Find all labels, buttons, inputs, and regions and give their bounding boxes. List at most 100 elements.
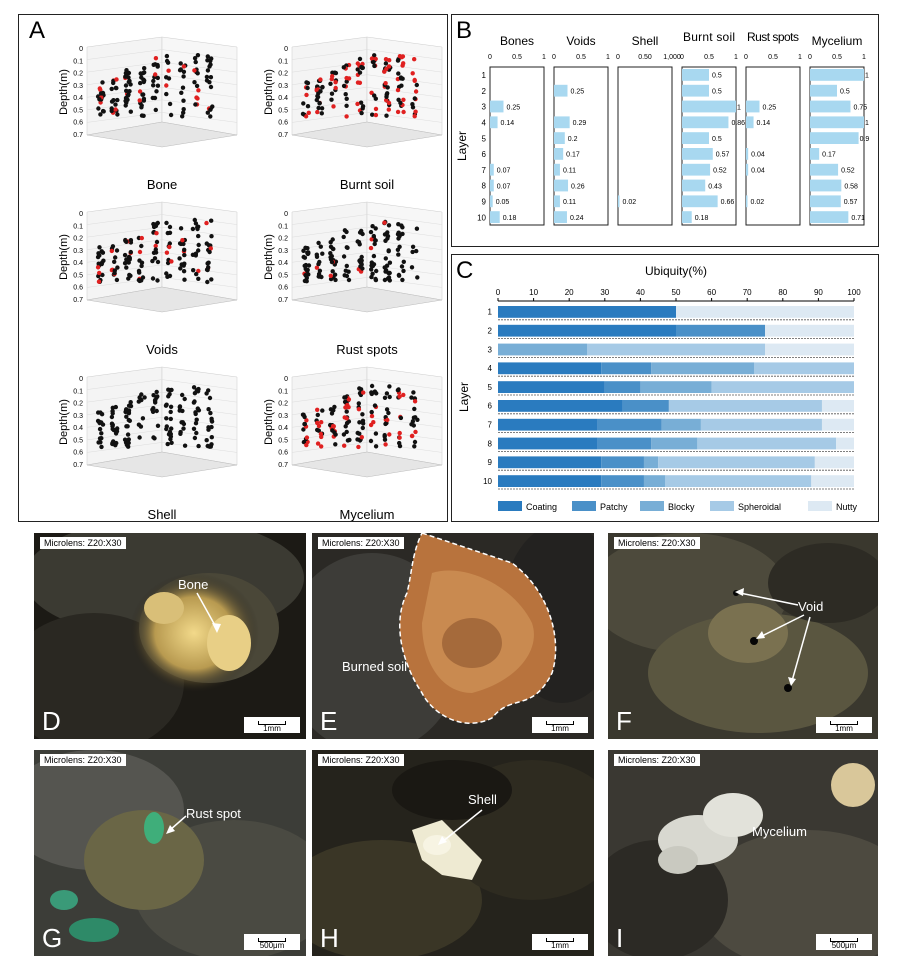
scatter-point <box>196 276 201 281</box>
floor <box>291 451 443 478</box>
scatter-point <box>329 97 334 102</box>
depth-axis-label: Depth(m) <box>58 399 70 445</box>
scatter-point <box>126 79 131 85</box>
scatter-point <box>164 83 169 88</box>
bar <box>682 132 709 144</box>
scatter-point <box>331 408 336 413</box>
scatter-point <box>124 239 129 244</box>
bar <box>810 132 859 144</box>
scatter-point <box>384 391 390 396</box>
scatter-point <box>397 244 402 249</box>
scatter-point <box>166 394 171 399</box>
stacked-segment <box>665 475 812 487</box>
scatter-point <box>397 435 402 440</box>
grid-line <box>291 61 368 73</box>
scatter-point <box>181 110 186 115</box>
grid-line <box>161 429 238 441</box>
scatter-point <box>397 430 402 436</box>
scatter-point <box>373 238 378 243</box>
stacked-segment <box>821 400 854 412</box>
stacked-segment <box>601 475 644 487</box>
scatter-point <box>127 272 132 278</box>
structure-stacked-bar: Ubiquity(%) 0 10 20 30 40 50 60 70 80 90 100 Layer 1 2… <box>457 264 861 512</box>
scatter-point <box>155 75 160 81</box>
scatter-point <box>115 97 120 103</box>
scatter-point <box>155 423 161 428</box>
photo-g-arrow <box>166 815 187 834</box>
bar <box>810 84 837 97</box>
scatter-point <box>320 85 325 90</box>
scatter-point <box>190 226 196 232</box>
value-label: 0.07 <box>497 168 511 175</box>
x-tick-label: 90 <box>814 288 823 297</box>
depth-tick-label: 0.4 <box>73 95 83 102</box>
scatter-point <box>125 432 131 437</box>
photo-e: Microlens: Z20:X30 Burned soil 1mm E <box>312 533 594 739</box>
scatter-point <box>333 277 338 283</box>
bar <box>682 116 729 129</box>
stacked-segment <box>498 343 587 356</box>
scatter-point <box>151 224 157 230</box>
value-label: 1 <box>865 73 869 80</box>
scatter-point <box>382 232 388 237</box>
scatter-point <box>315 441 321 446</box>
scatter-point <box>178 61 183 66</box>
scatter-point <box>372 241 377 247</box>
depth-tick-label: 0.3 <box>278 248 288 255</box>
scatter-point <box>165 260 171 266</box>
depth-tick-label: 0.3 <box>278 83 288 90</box>
scatter-point <box>409 265 415 270</box>
legend-swatch <box>640 501 664 511</box>
bar <box>554 84 568 97</box>
scatter3d-plot: 0 0.1 0.2 0.3 0.4 0.5 0.6 0.7 Depth(m) Rust spots <box>263 201 443 357</box>
scatter-point <box>332 272 338 277</box>
stacked-segment <box>498 437 598 450</box>
scatter-point <box>371 233 376 239</box>
bar <box>746 116 754 129</box>
scatter-point <box>344 420 350 426</box>
scatter-point <box>182 443 188 448</box>
grid-line <box>86 49 163 60</box>
layer-label: 10 <box>483 477 492 486</box>
stacked-segment <box>601 362 652 375</box>
scatter-point <box>114 77 119 82</box>
scatter-point <box>360 104 366 109</box>
scatter-point <box>181 98 186 103</box>
scatter-point <box>126 403 132 408</box>
scatter-point <box>96 279 102 284</box>
layer-label: 8 <box>482 182 487 191</box>
scatter-point <box>208 75 214 80</box>
grid-line <box>291 49 368 60</box>
scatter-point <box>373 112 379 118</box>
column-title: Mycelium <box>812 34 863 48</box>
stacked-segment <box>676 324 765 337</box>
scatter-point <box>209 424 214 430</box>
scatter-point <box>386 223 392 228</box>
stacked-segment <box>587 343 765 356</box>
stacked-segment <box>814 456 854 469</box>
scatter-point <box>412 444 417 449</box>
bar <box>810 69 864 81</box>
bar <box>554 195 560 208</box>
scatter-point <box>318 77 323 82</box>
scatter-point <box>150 276 156 281</box>
plot-title: Mycelium <box>340 507 395 521</box>
photo-h-arrow <box>438 809 483 845</box>
scatter-point <box>196 248 201 253</box>
scatter-point <box>344 416 349 421</box>
scatter-point <box>206 260 211 265</box>
scatter-point <box>164 250 170 255</box>
scatter-point <box>98 87 103 93</box>
stacked-segment <box>597 418 662 431</box>
x-tick-label: 70 <box>743 288 752 297</box>
scatter-point <box>109 86 114 92</box>
grid-line <box>366 404 443 415</box>
stacked-segment <box>498 475 602 487</box>
scatter-point <box>374 268 379 274</box>
x-tick-label: 30 <box>600 288 609 297</box>
depth-tick-label: 0.5 <box>278 437 288 444</box>
depth-tick-label: 0.7 <box>73 297 83 304</box>
scatter-point <box>387 394 392 400</box>
scatter-point <box>207 249 212 255</box>
scatter-point <box>317 259 322 265</box>
